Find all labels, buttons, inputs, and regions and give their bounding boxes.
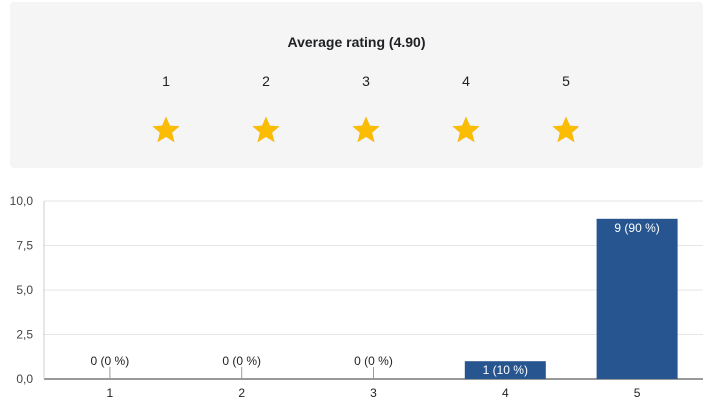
- data-label: 0 (0 %): [91, 354, 130, 368]
- rating-column-3: 3: [346, 72, 386, 145]
- rating-distribution-chart: 0,0 2,5 5,0 7,5 10,0 0 (0 %) 1 0 (0 %) 2 0 (0 %) 3…: [10, 194, 703, 400]
- y-tick-label: 10,0: [10, 194, 34, 208]
- x-tick-label: 4: [502, 386, 509, 400]
- rating-column-4: 4: [446, 72, 486, 145]
- rating-panel: Average rating (4.90) 1 2 3 4 5: [10, 2, 703, 168]
- data-label: 0 (0 %): [222, 354, 261, 368]
- y-tick-label: 0,0: [16, 372, 33, 386]
- star-number-label: 3: [362, 73, 370, 89]
- rating-column-5: 5: [546, 72, 586, 145]
- star-icon: [351, 115, 381, 145]
- star-icon: [551, 115, 581, 145]
- rating-title: Average rating (4.90): [287, 34, 426, 50]
- data-label: 1 (10 %): [483, 363, 528, 377]
- y-tick-label: 2,5: [16, 328, 33, 342]
- star-icon: [151, 115, 181, 145]
- data-label: 0 (0 %): [354, 354, 393, 368]
- rating-column-2: 2: [246, 72, 286, 145]
- bar-rating-4: [464, 361, 546, 379]
- star-number-label: 2: [262, 73, 270, 89]
- x-tick-label: 3: [370, 386, 377, 400]
- y-tick-label: 5,0: [16, 283, 33, 297]
- rating-column-1: 1: [146, 72, 186, 145]
- star-number-label: 1: [162, 73, 170, 89]
- star-icon: [451, 115, 481, 145]
- data-label: 9 (90 %): [614, 221, 659, 235]
- x-tick-label: 1: [107, 386, 114, 400]
- y-tick-label: 7,5: [16, 239, 33, 253]
- star-icon: [251, 115, 281, 145]
- star-number-label: 4: [462, 73, 470, 89]
- x-tick-label: 5: [634, 386, 641, 400]
- star-number-label: 5: [562, 73, 570, 89]
- bar-rating-5: [596, 218, 678, 379]
- x-tick-label: 2: [238, 386, 245, 400]
